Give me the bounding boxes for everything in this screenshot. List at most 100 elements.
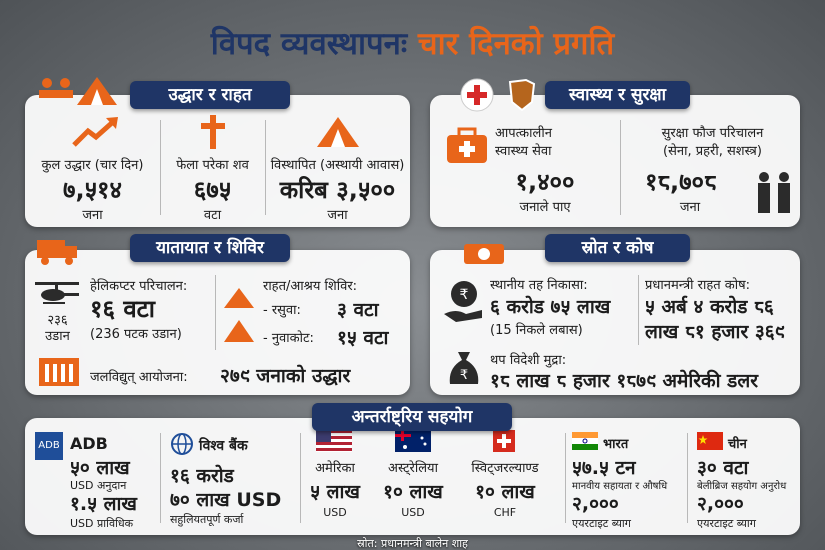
icon-soldiers (758, 172, 790, 213)
divider (565, 433, 566, 523)
adb-logo: ADB (35, 432, 63, 460)
value: २७९ जनाको उद्धार (220, 365, 351, 387)
section-heading: अन्तर्राष्ट्रिय सहयोग (312, 403, 512, 431)
footer: स्रोत: प्रधानमन्त्री बालेन शाह (357, 537, 468, 550)
value: १८ लाख ८ हजार १८७९ अमेरिकी डलर (490, 370, 758, 392)
value: १० लाख (383, 481, 443, 503)
label: स्थानीय तह निकासा: (490, 278, 588, 293)
icon-helicopter (35, 282, 79, 304)
name: भारत (603, 437, 629, 452)
value: १० लाख (475, 481, 535, 503)
divider (215, 275, 216, 350)
divider (300, 433, 301, 523)
flag-india (572, 432, 598, 450)
stat: फेला परेका शव ६७५ वटा (160, 95, 265, 227)
label: कुल उद्धार (चार दिन) (41, 158, 144, 173)
value: ५७.५ टन (572, 457, 636, 479)
value: ३ वटा (337, 299, 379, 321)
note: (236 पटक उडान) (90, 327, 182, 342)
label: आपत्कालीन (495, 126, 552, 141)
label: उडान (45, 329, 70, 344)
icon-money-bag: ₹ (449, 352, 479, 384)
value: ३० वटा (697, 457, 749, 479)
flag-switzerland (493, 430, 515, 452)
value: ७० लाख USD (170, 489, 282, 511)
icon-tent (317, 117, 359, 147)
label: फेला परेका शव (176, 158, 249, 173)
title: विपद व्यवस्थापनः चार दिनको प्रगति (0, 22, 825, 64)
label: जलविद्युत् आयोजना: (90, 370, 188, 385)
name: चीन (728, 437, 747, 452)
flag-australia (395, 430, 431, 452)
icon-medkit (447, 127, 487, 163)
divider (160, 433, 161, 523)
name: अस्ट्रेलिया (388, 461, 438, 476)
note: सहुलियतपूर्ण कर्जा (170, 513, 244, 526)
value: १६ वटा (90, 295, 155, 323)
note: एयरटाइट ब्याग (697, 517, 756, 530)
value: ७,५१४ (62, 176, 123, 204)
value: ५ लाख (310, 481, 360, 503)
value: ५० लाख (70, 457, 130, 479)
label: स्वास्थ्य सेवा (495, 144, 552, 159)
icon-cash (464, 244, 504, 264)
place: - रसुवा: (263, 303, 301, 318)
value: करिब ३,५०० (279, 176, 396, 204)
value: लाख ८१ हजार ३६९ (645, 321, 785, 343)
svg-text:₹: ₹ (460, 368, 468, 383)
icon-health (460, 78, 536, 112)
unit: वटा (203, 208, 222, 223)
unit: जनाले पाए (519, 200, 571, 215)
icon-money-hand: ₹ (444, 281, 482, 322)
label: सुरक्षा फौज परिचालन (661, 126, 764, 141)
unit: जना (82, 208, 103, 223)
value: २,००० (572, 493, 619, 515)
title-part: विपद व्यवस्थापनः (210, 26, 408, 62)
value: १.५ लाख (70, 493, 137, 515)
note: मानवीय सहायता र औषधि (572, 481, 668, 492)
icon-globe (171, 433, 193, 455)
note: बेलीब्रिज सहयोग अनुरोध (697, 481, 787, 492)
flag-china (697, 432, 723, 450)
value: १६ करोड (170, 465, 234, 487)
title-part: चार दिनको प्रगति (417, 26, 615, 62)
value: १५ वटा (337, 327, 389, 349)
svg-text:₹: ₹ (460, 287, 469, 303)
transport-panel: २३६ उडान हेलिकप्टर परिचालन: १६ वटा (236 … (25, 250, 410, 395)
name: ADB (70, 434, 108, 453)
value: ५ अर्ब ४ करोड ८६ (645, 296, 774, 318)
name: विश्व बैंक (199, 438, 248, 454)
health-panel: आपत्कालीन स्वास्थ्य सेवा १,४०० जनाले पाए… (430, 95, 800, 227)
unit: जना (679, 200, 701, 215)
divider (620, 120, 621, 215)
stat: विस्थापित (अस्थायी आवास) करिब ३,५०० जना (265, 95, 410, 227)
funds-panel: ₹ स्थानीय तह निकासा: ६ करोड ७५ लाख (15 न… (430, 250, 800, 395)
value: ६ करोड ७५ लाख (490, 296, 611, 318)
label: (सेना, प्रहरी, सशस्त्र) (663, 144, 762, 159)
divider (160, 120, 161, 215)
icon-up-arrow (72, 117, 118, 147)
divider (265, 120, 266, 215)
label: राहत/आश्रय शिविर: (263, 279, 358, 294)
note: USD अनुदान (70, 479, 127, 492)
icon-rescue-tent (39, 77, 117, 105)
divider (638, 275, 639, 345)
icon-hydro (39, 358, 79, 386)
icon-truck (37, 240, 77, 265)
note: (15 निकले लबास) (490, 323, 583, 338)
place: - नुवाकोट: (263, 331, 314, 346)
section-heading: स्वास्थ्य र सुरक्षा (545, 81, 690, 109)
stat: कुल उद्धार (चार दिन) ७,५१४ जना (25, 95, 160, 227)
label: हेलिकप्टर परिचालन: (90, 279, 188, 294)
divider (687, 433, 688, 523)
flag-usa (316, 430, 352, 452)
icon-tents (224, 288, 254, 342)
unit: USD (401, 506, 425, 519)
section-heading: यातायात र शिविर (130, 234, 290, 262)
label: थप विदेशी मुद्रा: (490, 353, 567, 368)
value: १८,७०८ (645, 168, 717, 196)
icon-cross (201, 115, 225, 149)
label: प्रधानमन्त्री राहत कोष: (645, 278, 751, 293)
name: स्विट्जरल्याण्ड (471, 461, 539, 476)
unit: जना (327, 208, 348, 223)
